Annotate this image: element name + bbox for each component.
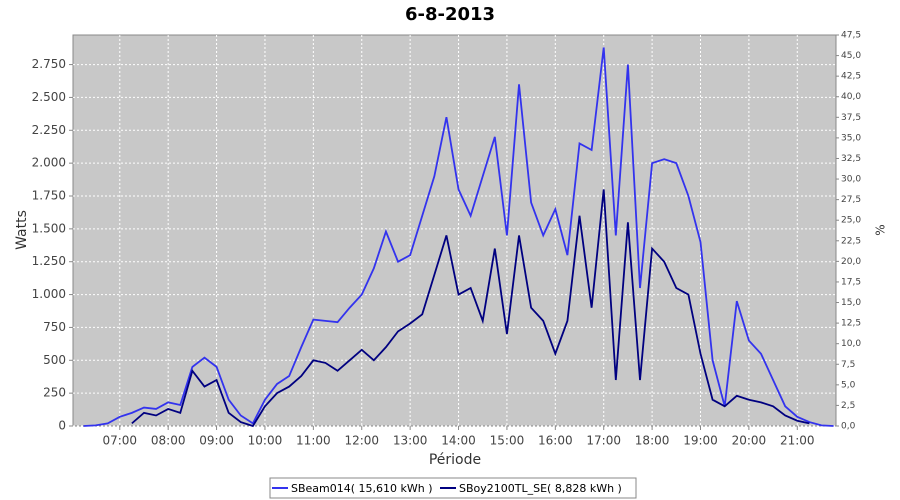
y-tick-label: 1.250 [32, 254, 66, 268]
y2-tick-label: 35,0 [841, 133, 861, 143]
x-tick-label: 17:00 [586, 434, 621, 448]
y-tick-label: 0 [58, 419, 66, 433]
x-tick-label: 16:00 [538, 434, 573, 448]
y2-tick-label: 5,0 [841, 380, 856, 390]
y2-tick-label: 42,5 [841, 72, 861, 82]
x-tick-label: 21:00 [780, 434, 815, 448]
y2-tick-label: 15,0 [841, 298, 861, 308]
y-tick-label: 250 [43, 386, 66, 400]
x-tick-label: 10:00 [248, 434, 283, 448]
y-tick-label: 500 [43, 353, 66, 367]
x-tick-label: 09:00 [199, 434, 234, 448]
y2-tick-label: 32,5 [841, 154, 861, 164]
x-axis-label: Période [429, 452, 481, 468]
x-tick-label: 11:00 [296, 434, 331, 448]
x-tick-label: 15:00 [490, 434, 525, 448]
x-tick-label: 19:00 [683, 434, 718, 448]
y-tick-label: 750 [43, 320, 66, 334]
y-tick-label: 1.000 [32, 287, 66, 301]
y-axis-label: Watts [14, 210, 30, 250]
y2-axis-label: % [874, 224, 888, 235]
y-tick-label: 2.500 [32, 90, 66, 104]
y2-tick-label: 37,5 [841, 113, 861, 123]
y2-tick-label: 25,0 [841, 216, 861, 226]
y2-tick-label: 47,5 [841, 31, 861, 41]
y-tick-label: 2.750 [32, 57, 66, 71]
y-tick-label: 1.500 [32, 221, 66, 235]
y2-tick-label: 30,0 [841, 175, 861, 185]
y2-tick-label: 45,0 [841, 51, 861, 61]
plot-area [72, 34, 837, 427]
y2-tick-label: 2,5 [841, 401, 855, 411]
x-tick-label: 20:00 [732, 434, 767, 448]
y2-tick-label: 20,0 [841, 257, 861, 267]
series-line [83, 47, 834, 427]
y2-tick-label: 40,0 [841, 92, 861, 102]
y-tick-label: 2.000 [32, 156, 66, 170]
y2-tick-label: 0,0 [841, 422, 856, 432]
x-tick-label: 13:00 [393, 434, 428, 448]
legend-label: SBoy2100TL_SE( 8,828 kWh ) [459, 482, 622, 495]
x-tick-label: 08:00 [151, 434, 186, 448]
chart-title: 6-8-2013 [405, 4, 495, 25]
legend-label: SBeam014( 15,610 kWh ) [291, 482, 433, 495]
y-tick-label: 2.250 [32, 123, 66, 137]
y2-tick-label: 10,0 [841, 339, 861, 349]
x-tick-label: 12:00 [344, 434, 379, 448]
y2-tick-label: 12,5 [841, 319, 861, 329]
y2-tick-label: 17,5 [841, 277, 861, 287]
y2-tick-label: 27,5 [841, 195, 861, 205]
x-tick-label: 18:00 [635, 434, 670, 448]
y2-tick-label: 22,5 [841, 236, 861, 246]
series-line [131, 189, 810, 428]
y2-tick-label: 7,5 [841, 360, 855, 370]
y-tick-label: 1.750 [32, 189, 66, 203]
x-tick-label: 07:00 [102, 434, 137, 448]
x-tick-label: 14:00 [441, 434, 476, 448]
